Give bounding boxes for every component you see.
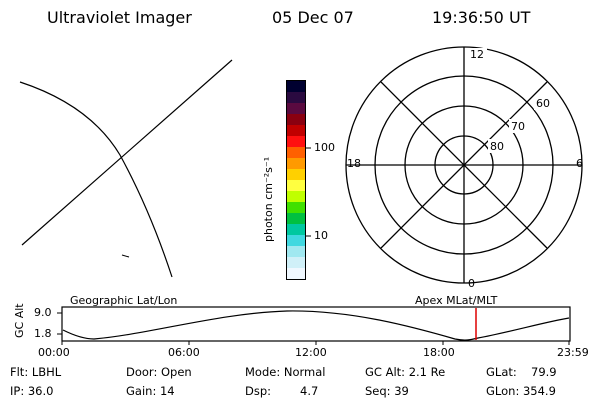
status-dsp: Dsp:	[245, 384, 272, 398]
colorbar-band-4	[287, 125, 305, 136]
status-glon: GLon: 354.9	[486, 384, 556, 398]
status-gc-alt: GC Alt: 2.1 Re	[365, 365, 446, 379]
colorbar-band-10	[287, 191, 305, 202]
colorbar-band-17	[287, 268, 305, 279]
colorbar-band-0	[287, 81, 305, 92]
colorbar-band-8	[287, 169, 305, 180]
timeline-x-tick-3: 18:00	[423, 346, 455, 359]
colorbar-tick-10: 10	[314, 229, 328, 242]
colorbar-band-3	[287, 114, 305, 125]
colorbar-band-1	[287, 92, 305, 103]
status-dsp-value: 4.7	[300, 384, 319, 398]
time-label: 19:36:50 UT	[432, 8, 531, 27]
colorbar-tick-100: 100	[314, 141, 335, 154]
status-glat: GLat:	[486, 365, 517, 379]
timeline-y-tick-top: 9.0	[34, 306, 52, 319]
status-gain: Gain: 14	[126, 384, 175, 398]
timeline-y-tick-bottom: 1.8	[34, 327, 52, 340]
mlt-label-18: 18	[347, 157, 361, 170]
timeline-x-tick-2: 12:00	[295, 346, 327, 359]
colorbar-band-7	[287, 158, 305, 169]
status-door: Door: Open	[126, 365, 192, 379]
status-flt: Flt: LBHL	[10, 365, 62, 379]
timeline-x-tick-1: 06:00	[168, 346, 200, 359]
colorbar-band-12	[287, 213, 305, 224]
timeline-x-tick-4: 23:59	[557, 346, 589, 359]
lat-label-60: 60	[536, 97, 550, 110]
colorbar	[286, 80, 306, 280]
altitude-curve	[62, 310, 570, 341]
latitude-arc	[19, 81, 173, 278]
colorbar-band-9	[287, 180, 305, 191]
colorbar-band-11	[287, 202, 305, 213]
colorbar-band-6	[287, 147, 305, 158]
timeline-x-tick-0: 00:00	[38, 346, 70, 359]
mlt-label-6: 6	[576, 157, 583, 170]
colorbar-band-2	[287, 103, 305, 114]
lat-label-80: 80	[490, 140, 504, 153]
date-label: 05 Dec 07	[272, 8, 354, 27]
colorbar-band-5	[287, 136, 305, 147]
map-fragment	[121, 254, 130, 258]
status-ip: IP: 36.0	[10, 384, 54, 398]
lat-label-70: 70	[511, 120, 525, 133]
longitude-line	[21, 59, 233, 246]
mlt-label-12: 12	[470, 48, 484, 61]
status-mode: Mode: Normal	[245, 365, 326, 379]
instrument-title: Ultraviolet Imager	[47, 8, 192, 27]
status-glat-value: 79.9	[531, 365, 557, 379]
timeline-right-title: Apex MLat/MLT	[415, 294, 498, 307]
status-seq: Seq: 39	[365, 384, 409, 398]
colorbar-band-15	[287, 246, 305, 257]
timeline-left-title: Geographic Lat/Lon	[70, 294, 178, 307]
polar-diagonal-2	[380, 81, 548, 249]
colorbar-band-13	[287, 224, 305, 235]
colorbar-band-16	[287, 257, 305, 268]
colorbar-band-14	[287, 235, 305, 246]
mlt-label-0: 0	[468, 277, 475, 290]
